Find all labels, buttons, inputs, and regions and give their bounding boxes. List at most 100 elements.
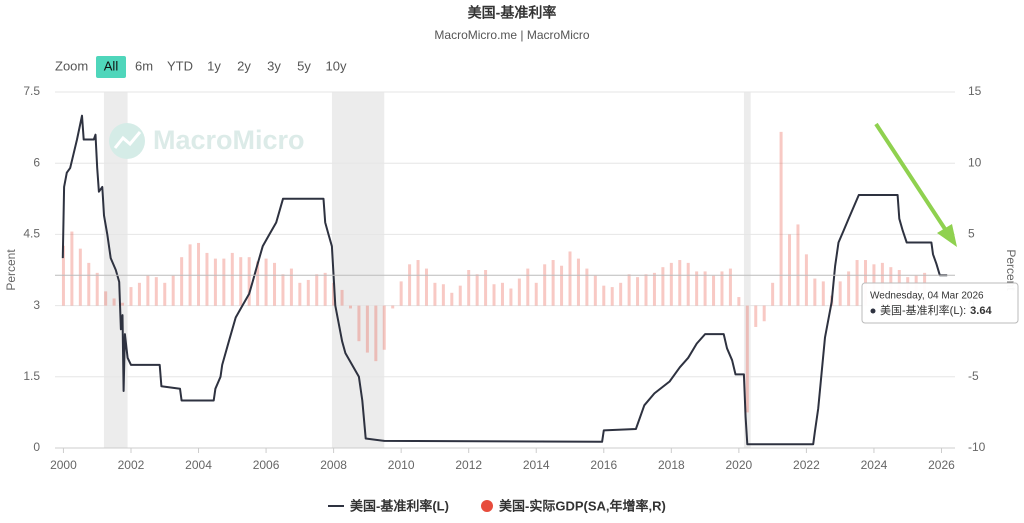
watermark-logo-line xyxy=(113,131,142,149)
chart-title: 美国-基准利率 xyxy=(468,5,557,21)
gdp-bar xyxy=(273,262,277,306)
gdp-bar xyxy=(146,275,150,306)
gdp-bar xyxy=(813,278,817,306)
tooltip-value: 3.64 xyxy=(970,305,992,317)
range-button[interactable]: 3y xyxy=(267,58,281,73)
range-button-label[interactable]: 10y xyxy=(326,58,347,73)
range-button-label[interactable]: 1y xyxy=(207,58,221,73)
gdp-bar xyxy=(686,262,690,306)
gdp-bar xyxy=(399,281,403,306)
gdp-bar xyxy=(129,287,133,306)
gdp-bar xyxy=(509,288,513,306)
y-tick-label: 4.5 xyxy=(23,227,40,241)
range-button[interactable]: 6m xyxy=(135,58,153,73)
gdp-bar xyxy=(602,285,606,306)
range-button[interactable]: 5y xyxy=(297,58,311,73)
gdp-bar xyxy=(754,305,758,327)
gdp-bar xyxy=(779,131,783,306)
gdp-bar xyxy=(821,281,825,306)
gdp-bar xyxy=(213,258,217,306)
x-tick-label: 2006 xyxy=(253,458,280,472)
gdp-bar xyxy=(348,305,352,309)
tooltip-dot xyxy=(870,308,876,314)
x-tick-label: 2012 xyxy=(455,458,482,472)
gdp-bar xyxy=(298,282,302,306)
range-button-bg[interactable] xyxy=(96,56,126,78)
gdp-bar xyxy=(171,275,175,306)
range-button-label[interactable]: 3y xyxy=(267,58,281,73)
y-axis-label: Percent xyxy=(4,249,18,291)
x-tick-label: 2010 xyxy=(388,458,415,472)
range-button[interactable]: YTD xyxy=(167,58,193,73)
gdp-bar xyxy=(745,305,749,413)
zoom-label: Zoom xyxy=(55,58,88,73)
gdp-bar xyxy=(424,268,428,306)
gdp-bar xyxy=(230,252,234,306)
y2-tick-label: 10 xyxy=(968,155,982,169)
gdp-bar xyxy=(205,252,209,306)
x-tick-label: 2014 xyxy=(523,458,550,472)
gdp-bar xyxy=(543,264,547,306)
gdp-bar xyxy=(526,268,530,306)
y-tick-label: 1.5 xyxy=(23,369,40,383)
gdp-bar xyxy=(796,224,800,306)
range-button-label[interactable]: 5y xyxy=(297,58,311,73)
gdp-bar xyxy=(374,305,378,362)
gdp-bar xyxy=(804,254,808,306)
gdp-bar xyxy=(416,260,420,306)
gdp-bar xyxy=(70,231,74,306)
gdp-bar xyxy=(534,282,538,306)
gdp-bar xyxy=(771,282,775,306)
y2-axis-label: Percent xyxy=(1004,249,1018,291)
gdp-bar xyxy=(855,260,859,306)
y-tick-label: 6 xyxy=(33,155,40,169)
legend-label[interactable]: 美国-基准利率(L) xyxy=(350,498,449,513)
gdp-bar xyxy=(703,271,707,306)
range-button[interactable]: All xyxy=(96,56,126,78)
gdp-bar xyxy=(281,274,285,306)
gdp-bar xyxy=(365,305,369,353)
gdp-bar xyxy=(154,277,158,306)
range-button-label[interactable]: All xyxy=(104,58,119,73)
gdp-bar xyxy=(560,265,564,306)
x-tick-label: 2016 xyxy=(590,458,617,472)
gdp-bar xyxy=(644,274,648,306)
tooltip-date: Wednesday, 04 Mar 2026 xyxy=(870,291,984,302)
gdp-bar xyxy=(551,260,555,306)
gdp-bar xyxy=(239,257,243,306)
gdp-bar xyxy=(610,287,614,306)
gdp-bar xyxy=(847,271,851,306)
gdp-bar xyxy=(391,305,395,309)
y2-tick-label: 15 xyxy=(968,84,982,98)
gdp-bar xyxy=(264,258,268,306)
gdp-bar xyxy=(737,297,741,306)
gdp-bar xyxy=(95,272,99,306)
gdp-bar xyxy=(180,257,184,306)
y2-tick-label: 5 xyxy=(968,227,975,241)
range-button-label[interactable]: 6m xyxy=(135,58,153,73)
gdp-bar xyxy=(712,275,716,306)
range-button[interactable]: 2y xyxy=(237,58,251,73)
gdp-bar xyxy=(247,257,251,306)
recession-band xyxy=(331,92,385,448)
gdp-bar xyxy=(197,242,201,306)
range-button-label[interactable]: YTD xyxy=(167,58,193,73)
gdp-bar xyxy=(357,305,361,342)
gdp-bar xyxy=(720,271,724,306)
gdp-bar xyxy=(568,251,572,306)
range-button[interactable]: 10y xyxy=(326,58,347,73)
gdp-bar xyxy=(500,282,504,306)
y-tick-label: 7.5 xyxy=(23,84,40,98)
gdp-bar xyxy=(306,279,310,306)
tooltip-label: 美国-基准利率(L): 3.64 xyxy=(880,303,992,317)
gdp-bar xyxy=(87,262,91,306)
range-button[interactable]: 1y xyxy=(207,58,221,73)
legend-label[interactable]: 美国-实际GDP(SA,年增率,R) xyxy=(499,498,666,513)
gdp-bar xyxy=(838,281,842,306)
tooltip-box xyxy=(861,282,1019,324)
gdp-bar xyxy=(467,270,471,306)
range-button-label[interactable]: 2y xyxy=(237,58,251,73)
gdp-bar xyxy=(222,258,226,306)
chart-subtitle: MacroMicro.me | MacroMicro xyxy=(434,28,589,42)
